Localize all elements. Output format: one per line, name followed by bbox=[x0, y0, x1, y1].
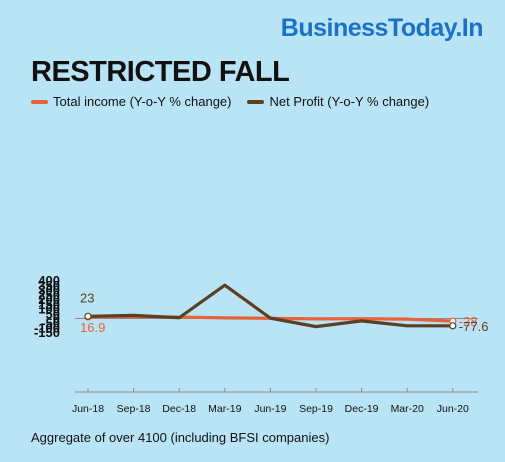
y-tick-label: -100 bbox=[34, 320, 60, 335]
footnote: Aggregate of over 4100 (including BFSI c… bbox=[31, 430, 330, 445]
legend-label-total-income: Total income (Y-o-Y % change) bbox=[53, 94, 232, 109]
legend-item-total-income: Total income (Y-o-Y % change) bbox=[31, 94, 231, 109]
x-tick-label: Jun-20 bbox=[437, 403, 469, 415]
y-tick-label: 250 bbox=[38, 287, 60, 302]
chart-legend: Total income (Y-o-Y % change) Net Profit… bbox=[31, 94, 445, 109]
x-tick-label: Sep-19 bbox=[299, 403, 333, 415]
data-label: 23 bbox=[80, 290, 94, 305]
data-label: 16.9 bbox=[80, 320, 105, 335]
data-label: -28 bbox=[459, 314, 478, 329]
data-label: -77.6 bbox=[459, 319, 489, 334]
data-point-marker bbox=[84, 312, 92, 320]
y-tick-label: 100 bbox=[38, 302, 60, 317]
data-point-marker bbox=[449, 322, 457, 330]
y-tick-label: 50 bbox=[46, 306, 60, 321]
y-tick-label: 150 bbox=[38, 297, 60, 312]
legend-swatch-total-income bbox=[31, 99, 48, 104]
x-tick-label: Dec-19 bbox=[345, 403, 379, 415]
x-tick-label: Jun-19 bbox=[254, 403, 286, 415]
x-tick-label: Mar-20 bbox=[391, 403, 424, 415]
x-tick-label: Dec-18 bbox=[162, 403, 196, 415]
y-tick-label: -150 bbox=[34, 325, 60, 340]
y-tick-label: 200 bbox=[38, 292, 60, 307]
x-tick-label: Jun-18 bbox=[72, 403, 104, 415]
x-tick-label: Mar-19 bbox=[208, 403, 241, 415]
y-tick-label: 0 bbox=[53, 311, 60, 326]
legend-label-net-profit: Net Profit (Y-o-Y % change) bbox=[269, 94, 430, 109]
y-tick-label: 300 bbox=[38, 283, 60, 298]
series-line-net-profit bbox=[86, 283, 455, 329]
legend-item-net-profit: Net Profit (Y-o-Y % change) bbox=[247, 94, 429, 109]
x-tick-label: Sep-18 bbox=[117, 403, 151, 415]
y-tick-label: -50 bbox=[41, 316, 60, 331]
legend-swatch-net-profit bbox=[247, 99, 265, 104]
chart-title: RESTRICTED FALL bbox=[31, 56, 290, 88]
brand-logo: BusinessToday.In bbox=[280, 14, 484, 42]
y-tick-label: 350 bbox=[38, 278, 60, 293]
y-tick-label: 400 bbox=[38, 273, 60, 288]
